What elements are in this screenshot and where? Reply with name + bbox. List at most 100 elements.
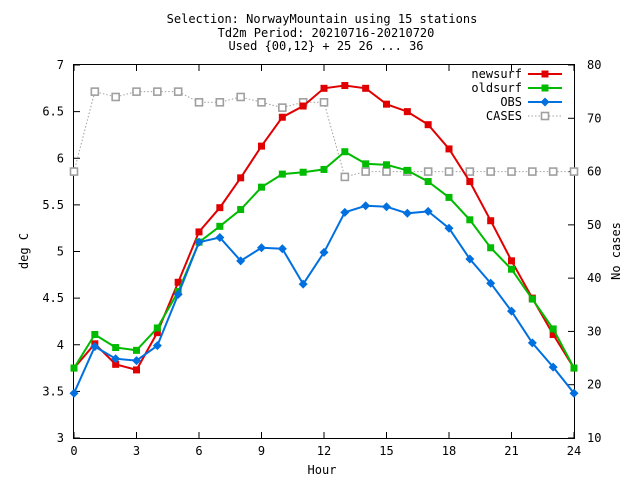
series-newsurf-point [133, 366, 140, 374]
series-newsurf-point [153, 329, 161, 337]
series-newsurf-point [258, 142, 265, 150]
series-oldsurf-point [91, 330, 99, 338]
series-obs-point [277, 244, 287, 254]
series-obs-point [152, 341, 162, 351]
y-tick-label: 3.5 [42, 384, 64, 398]
series-obs [69, 201, 579, 398]
series-oldsurf-point [424, 178, 432, 186]
series-cases-point [548, 167, 558, 176]
series-obs-point [298, 279, 308, 289]
series-oldsurf-point [153, 324, 161, 332]
series-oldsurf-point [508, 265, 515, 273]
series-oldsurf-point [445, 193, 453, 201]
series-obs-point [90, 342, 100, 352]
x-tick-label: 15 [379, 444, 393, 458]
legend-marker-cases [540, 111, 550, 121]
series-obs-point [569, 388, 579, 398]
series-obs-point [194, 237, 204, 247]
legend-item-cases: CASES [486, 109, 562, 123]
series-obs-point [319, 247, 329, 257]
legend-label-oldsurf: oldsurf [471, 81, 522, 95]
series-oldsurf-point [466, 216, 474, 224]
series-cases-point [236, 92, 245, 102]
series-cases-point [132, 87, 141, 96]
series-cases-point [69, 167, 79, 176]
series-obs-point [465, 254, 475, 264]
y-tick-label: 7 [57, 58, 64, 72]
series-newsurf-point [341, 82, 349, 90]
series-newsurf-point [362, 84, 370, 92]
series-cases-point [507, 167, 516, 176]
legend-item-oldsurf: oldsurf [471, 81, 562, 95]
series-oldsurf-point [278, 170, 286, 178]
series-oldsurf-point [320, 165, 328, 173]
x-tick-label: 0 [70, 444, 77, 458]
series-newsurf-point [237, 174, 245, 182]
y2-tick-label: 10 [587, 431, 601, 445]
series-oldsurf-point [403, 166, 411, 174]
series-cases-point [569, 167, 579, 176]
y2-tick-label: 40 [587, 271, 601, 285]
legend-label-newsurf: newsurf [471, 67, 522, 81]
y-tick-label: 5 [57, 245, 64, 259]
series-cases-point [319, 98, 329, 107]
series-oldsurf-point [237, 206, 245, 214]
y-tick-label: 6 [57, 151, 64, 165]
series-oldsurf-point [133, 346, 140, 354]
y-tick-label: 4.5 [42, 291, 64, 305]
series-cases-point [257, 98, 266, 107]
series-oldsurf-point [341, 148, 349, 156]
series-obs-point [173, 289, 183, 299]
series-cases-point [528, 167, 537, 176]
title-line-1: Selection: NorwayMountain using 15 stati… [167, 12, 478, 26]
series-oldsurf-point [216, 222, 224, 230]
y-tick-label: 5.5 [42, 198, 64, 212]
series-cases-point [173, 87, 183, 96]
chart-title: Selection: NorwayMountain using 15 stati… [167, 12, 478, 53]
series-cases-point [194, 98, 204, 107]
series-newsurf-point [424, 121, 432, 129]
series-cases-point [90, 87, 100, 96]
y2-tick-label: 80 [587, 58, 601, 72]
series-oldsurf-point [383, 161, 390, 169]
series-obs-point [507, 306, 516, 316]
series-newsurf-point [508, 257, 515, 265]
y2-tick-label: 70 [587, 111, 601, 125]
series-newsurf-point [320, 84, 328, 92]
series-cases-point [153, 87, 162, 96]
x-tick-label: 24 [567, 444, 581, 458]
series-newsurf-point [487, 217, 495, 225]
series-cases-point [215, 98, 225, 107]
plot-frame [73, 64, 575, 439]
y2-tick-label: 20 [587, 378, 601, 392]
series-oldsurf [70, 148, 578, 372]
y2-tick-label: 60 [587, 165, 601, 179]
y-tick-label: 3 [57, 431, 64, 445]
legend-label-obs: OBS [500, 95, 522, 109]
legend-item-obs: OBS [500, 95, 562, 109]
series-obs-point [423, 206, 433, 216]
series-obs-point [340, 207, 350, 217]
x-tick-label: 21 [504, 444, 518, 458]
series-obs-point [236, 256, 246, 266]
series-obs-point [132, 356, 141, 366]
series-obs-point [69, 388, 79, 398]
x-axis-label: Hour [308, 463, 337, 477]
series-oldsurf-point [258, 183, 265, 191]
series-obs-point [402, 208, 412, 218]
series-oldsurf-point [299, 168, 307, 176]
series-newsurf-point [383, 100, 390, 108]
series-obs-point [111, 354, 121, 364]
series-lines [69, 82, 579, 398]
x-tick-label: 9 [258, 444, 265, 458]
legend-marker-obs [540, 97, 550, 107]
series-oldsurf-point [487, 244, 495, 252]
series-newsurf-point [299, 102, 307, 110]
series-cases-point [444, 167, 454, 176]
series-obs-point [486, 278, 496, 288]
series-newsurf-point [195, 228, 203, 236]
legend-label-cases: CASES [486, 109, 522, 123]
x-tick-label: 12 [317, 444, 331, 458]
